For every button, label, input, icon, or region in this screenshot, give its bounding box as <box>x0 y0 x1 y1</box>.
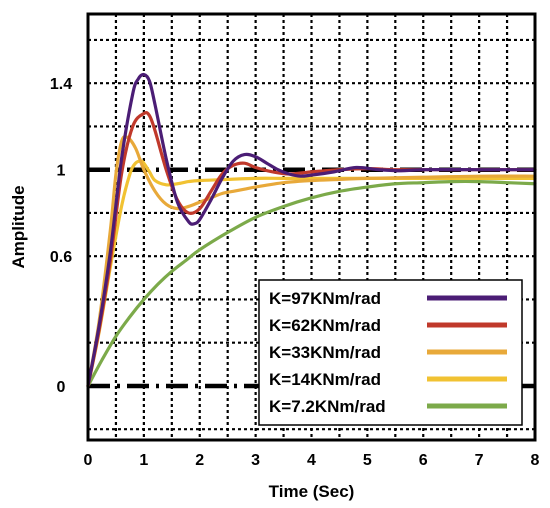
series-lines <box>86 72 537 388</box>
legend-label-3: K=14KNm/rad <box>269 370 381 389</box>
legend-label-0: K=97KNm/rad <box>269 289 381 308</box>
y-tick-labels: 0 0.6 1 1.4 <box>50 76 72 396</box>
x-tick-label: 3 <box>251 452 260 469</box>
x-tick-label: 6 <box>419 452 428 469</box>
x-tick-label: 0 <box>84 452 93 469</box>
x-tick-label: 8 <box>531 452 540 469</box>
x-tick-label: 2 <box>195 452 204 469</box>
x-tick-label: 1 <box>139 452 148 469</box>
legend-label-1: K=62KNm/rad <box>269 316 381 335</box>
series-line-2 <box>86 134 537 388</box>
y-axis-label: Amplitude <box>9 185 28 268</box>
x-tick-label: 4 <box>307 452 316 469</box>
y-tick-label: 1 <box>57 163 66 180</box>
legend: K=97KNm/rad K=62KNm/rad K=33KNm/rad K=14KNm… <box>258 279 523 426</box>
y-tick-label: 0.6 <box>50 249 72 266</box>
series-line-0 <box>86 72 537 388</box>
y-tick-label: 0 <box>57 379 66 396</box>
x-axis-label: Time (Sec) <box>269 482 355 501</box>
legend-label-4: K=7.2KNm/rad <box>269 397 386 416</box>
x-tick-label: 5 <box>363 452 372 469</box>
plot-frame <box>86 12 537 442</box>
x-tick-labels: 0 1 2 3 4 5 6 7 8 <box>84 452 540 469</box>
legend-label-2: K=33KNm/rad <box>269 343 381 362</box>
series-line-4 <box>86 179 537 388</box>
y-tick-label: 1.4 <box>50 76 72 93</box>
x-tick-label: 7 <box>475 452 484 469</box>
